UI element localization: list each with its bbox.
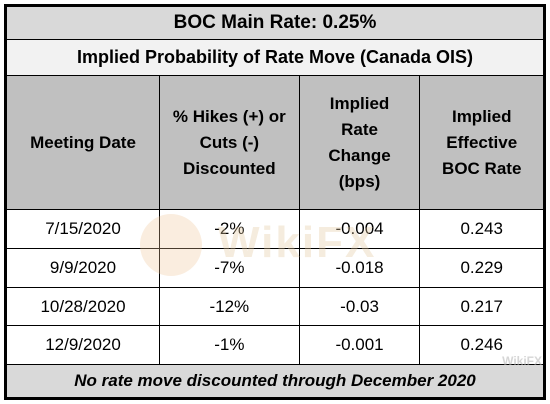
table-row: 7/15/2020 -2% -0.004 0.243 (5, 208, 544, 249)
cell-rate-change: -0.004 (298, 208, 421, 249)
table-row: 12/9/2020 -1% -0.001 0.246 (5, 325, 544, 366)
table-title: BOC Main Rate: 0.25% (6, 6, 544, 40)
cell-meeting-date: 10/28/2020 (5, 286, 161, 327)
table-subtitle: Implied Probability of Rate Move (Canada… (6, 38, 544, 77)
cell-rate-change: -0.018 (298, 247, 421, 288)
table-row: 9/9/2020 -7% -0.018 0.229 (5, 247, 544, 288)
cell-hikes-cuts: -12% (159, 286, 300, 327)
column-header-meeting-date: Meeting Date (5, 75, 161, 210)
cell-effective-rate: 0.229 (419, 247, 544, 288)
cell-rate-change: -0.03 (298, 286, 421, 327)
cell-meeting-date: 12/9/2020 (5, 325, 161, 366)
rate-probability-table: BOC Main Rate: 0.25% Implied Probability… (5, 6, 544, 398)
column-header-hikes-cuts: % Hikes (+) or Cuts (-) Discounted (159, 75, 300, 210)
column-header-rate-change: Implied Rate Change (bps) (298, 75, 421, 210)
cell-hikes-cuts: -7% (159, 247, 300, 288)
cell-meeting-date: 9/9/2020 (5, 247, 161, 288)
rate-probability-table-frame: BOC Main Rate: 0.25% Implied Probability… (4, 4, 546, 400)
cell-meeting-date: 7/15/2020 (5, 208, 161, 249)
cell-rate-change: -0.001 (298, 325, 421, 366)
cell-effective-rate: 0.243 (419, 208, 544, 249)
cell-hikes-cuts: -1% (159, 325, 300, 366)
column-header-effective-rate: Implied Effective BOC Rate (419, 75, 544, 210)
cell-hikes-cuts: -2% (159, 208, 300, 249)
table-row: 10/28/2020 -12% -0.03 0.217 (5, 286, 544, 327)
table-footer-note: No rate move discounted through December… (6, 364, 544, 398)
cell-effective-rate: 0.246 (419, 325, 544, 366)
cell-effective-rate: 0.217 (419, 286, 544, 327)
